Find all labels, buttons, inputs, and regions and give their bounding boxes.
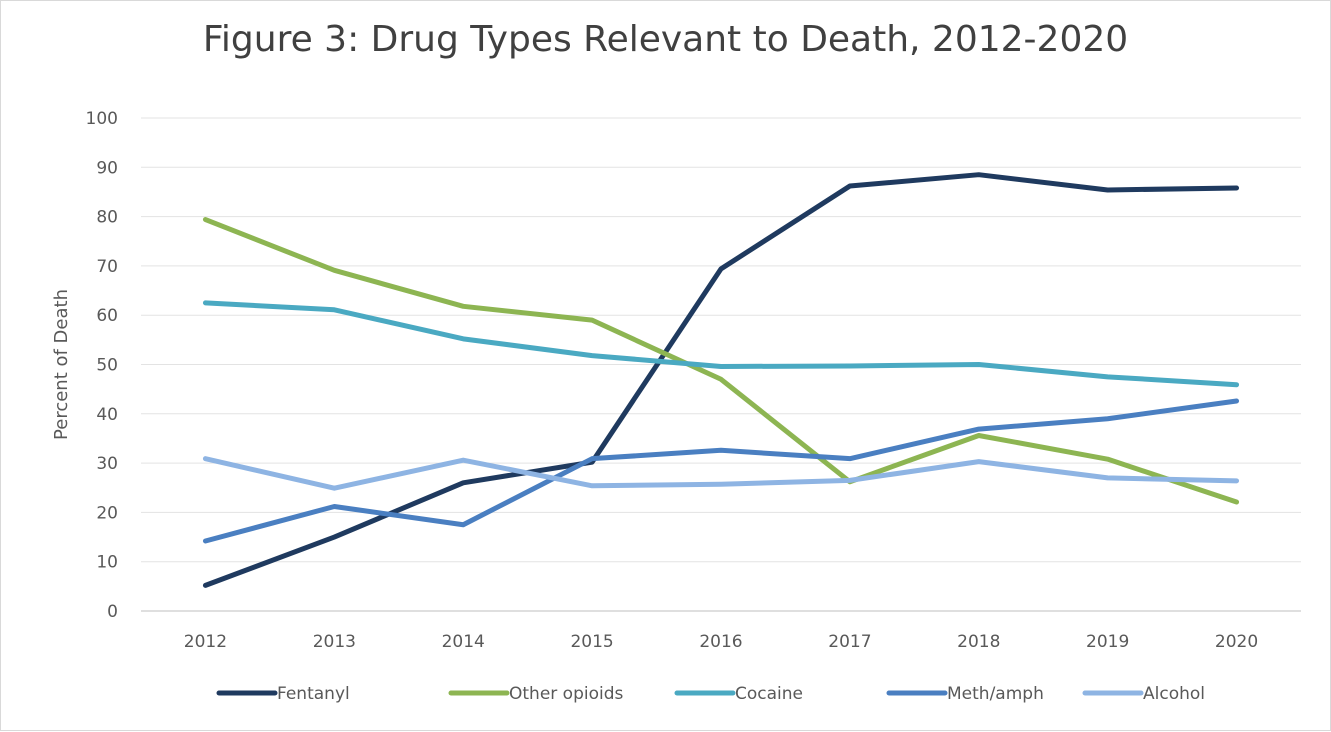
y-tick-label: 60	[96, 306, 118, 326]
y-tick-label: 40	[96, 405, 118, 425]
y-tick-label: 90	[96, 158, 118, 178]
series-line-alcohol	[202, 456, 1240, 491]
y-tick-label: 10	[96, 553, 118, 573]
series-line-fentanyl	[202, 172, 1240, 588]
x-tick-label: 2014	[442, 632, 485, 652]
x-tick-label: 2012	[184, 632, 227, 652]
legend-label: Meth/amph	[947, 684, 1044, 704]
y-tick-label: 70	[96, 257, 118, 277]
legend-label: Other opioids	[509, 684, 624, 704]
chart-title: Figure 3: Drug Types Relevant to Death, …	[202, 19, 1129, 60]
y-tick-label: 20	[96, 503, 118, 523]
y-axis-title: Percent of Death	[51, 289, 72, 440]
series-line-cocaine	[202, 300, 1240, 388]
series-line-other-opioids	[202, 217, 1240, 505]
y-tick-label: 80	[96, 208, 118, 228]
series-line-meth-amph	[202, 398, 1240, 544]
legend-label: Cocaine	[735, 684, 803, 704]
legend-label: Alcohol	[1143, 684, 1205, 704]
y-tick-label: 30	[96, 454, 118, 474]
y-tick-label: 50	[96, 356, 118, 376]
y-tick-label: 100	[86, 109, 118, 129]
x-tick-label: 2016	[699, 632, 742, 652]
y-tick-label: 0	[107, 602, 118, 622]
x-tick-label: 2019	[1086, 632, 1129, 652]
legend-label: Fentanyl	[277, 684, 350, 704]
x-tick-label: 2015	[570, 632, 613, 652]
x-tick-label: 2020	[1215, 632, 1258, 652]
x-tick-label: 2013	[313, 632, 356, 652]
x-tick-label: 2018	[957, 632, 1000, 652]
x-tick-label: 2017	[828, 632, 871, 652]
